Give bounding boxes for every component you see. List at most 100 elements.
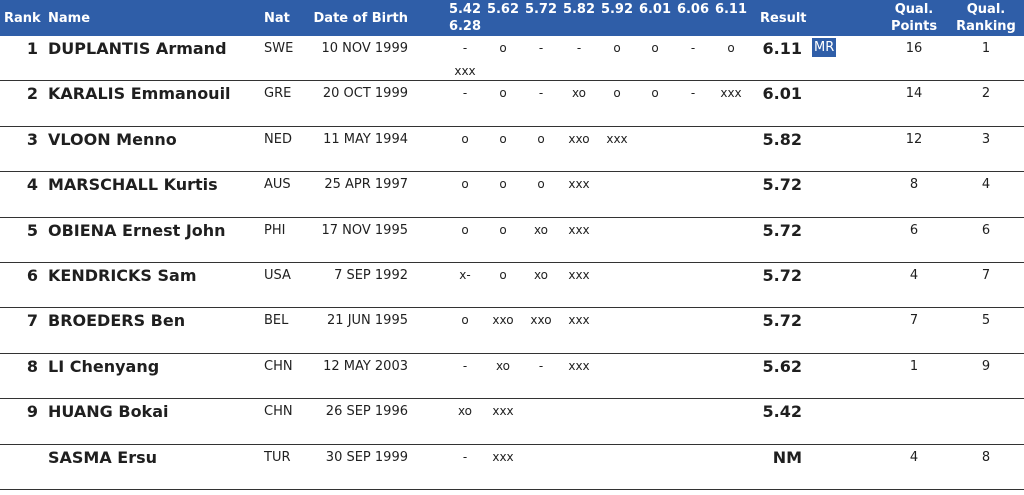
table-row: 5 OBIENA Ernest John PHI 17 NOV 1995 o o xo xxx… bbox=[0, 218, 1024, 263]
attempt-cell: xo bbox=[533, 222, 549, 237]
attempt-cell: xxx bbox=[568, 313, 590, 328]
header-nat: Nat bbox=[264, 11, 290, 26]
table-row: 3 VLOON Menno NED 11 MAY 1994 o o o xxo xxx 5.82 1… bbox=[0, 127, 1024, 173]
attempt-cell-extra: xxx bbox=[454, 64, 476, 78]
attempt-cell: o bbox=[499, 86, 507, 101]
header-height: 6.28 bbox=[448, 19, 482, 34]
attempt-cell: - bbox=[462, 41, 468, 55]
header-rank: Rank bbox=[4, 11, 41, 26]
nationality-cell: CHN bbox=[264, 404, 293, 420]
attempt-cell: xo bbox=[457, 404, 473, 419]
attempt-cell: xo bbox=[495, 358, 511, 373]
result-cell: 5.42 bbox=[762, 402, 802, 422]
nationality-cell: BEL bbox=[264, 313, 289, 329]
date-of-birth-cell: 7 SEP 1992 bbox=[334, 268, 408, 283]
date-of-birth-cell: 30 SEP 1999 bbox=[325, 449, 408, 465]
athlete-name: VLOON Menno bbox=[48, 129, 177, 149]
rank-cell: 7 bbox=[26, 311, 38, 331]
athlete-name: OBIENA Ernest John bbox=[48, 220, 226, 240]
attempt-cell: o bbox=[651, 41, 659, 55]
attempt-cell: o bbox=[461, 177, 469, 192]
result-cell: 6.11 bbox=[762, 39, 802, 58]
attempt-cell: xxo bbox=[492, 313, 514, 328]
attempt-cell: o bbox=[727, 41, 735, 55]
attempt-cell: o bbox=[461, 222, 469, 237]
results-table-header: Rank Name Nat Date of Birth 5.42 5.62 5.… bbox=[0, 0, 1024, 36]
qual-ranking-cell: 8 bbox=[981, 449, 991, 465]
result-cell: 6.01 bbox=[762, 84, 802, 104]
attempt-cell: o bbox=[613, 41, 621, 55]
attempt-cell: xxx bbox=[492, 404, 514, 419]
qual-points-cell: 6 bbox=[909, 222, 919, 238]
date-of-birth-cell: 10 NOV 1999 bbox=[321, 41, 408, 56]
attempt-cell: - bbox=[538, 358, 544, 373]
qual-ranking-cell: 7 bbox=[981, 268, 991, 283]
result-cell: 5.72 bbox=[762, 266, 802, 285]
qual-points-cell: 4 bbox=[909, 449, 919, 465]
qual-points-cell: 16 bbox=[905, 41, 923, 56]
attempt-cell: o bbox=[499, 131, 507, 146]
date-of-birth-cell: 26 SEP 1996 bbox=[325, 404, 408, 420]
header-height: 5.82 bbox=[562, 2, 596, 17]
table-row: SASMA Ersu TUR 30 SEP 1999 - xxx NM 4 8 bbox=[0, 445, 1024, 490]
attempt-cell: - bbox=[462, 86, 468, 101]
attempt-cell: - bbox=[538, 41, 544, 55]
attempt-cell: - bbox=[690, 41, 696, 55]
rank-cell: 3 bbox=[26, 129, 38, 149]
record-badge: MR bbox=[812, 38, 837, 57]
athlete-name: HUANG Bokai bbox=[48, 402, 169, 422]
table-row: 2 KARALIS Emmanouil GRE 20 OCT 1999 - o - xo o o -… bbox=[0, 81, 1024, 127]
nationality-cell: CHN bbox=[264, 358, 293, 374]
attempt-cell: xxx bbox=[606, 131, 628, 146]
rank-cell: 4 bbox=[26, 175, 38, 195]
attempt-cell: o bbox=[499, 41, 507, 55]
result-cell: NM bbox=[772, 447, 802, 467]
header-height: 5.62 bbox=[486, 2, 520, 17]
header-height: 6.01 bbox=[638, 2, 672, 17]
table-row: 8 LI Chenyang CHN 12 MAY 2003 - xo - xxx 5.62 1 9 bbox=[0, 354, 1024, 400]
rank-cell: 6 bbox=[26, 266, 38, 285]
result-cell: 5.72 bbox=[762, 311, 802, 331]
nationality-cell: NED bbox=[264, 131, 292, 147]
attempt-cell: - bbox=[462, 358, 468, 373]
qual-ranking-cell: 2 bbox=[981, 86, 991, 102]
attempt-cell: o bbox=[461, 313, 469, 328]
attempt-cell: xxx bbox=[492, 449, 514, 464]
qual-points-cell: 12 bbox=[905, 131, 923, 147]
qual-points-cell: 1 bbox=[909, 358, 919, 374]
header-qual-points: Qual. bbox=[894, 2, 934, 17]
header-height: 6.06 bbox=[676, 2, 710, 17]
attempt-cell: xxo bbox=[530, 313, 552, 328]
qual-ranking-cell: 6 bbox=[981, 222, 991, 238]
table-row: 4 MARSCHALL Kurtis AUS 25 APR 1997 o o o xxx 5.7… bbox=[0, 172, 1024, 218]
qual-ranking-cell: 5 bbox=[981, 313, 991, 329]
attempt-cell: o bbox=[499, 268, 507, 282]
header-dob: Date of Birth bbox=[313, 11, 408, 26]
header-qual-ranking: Qual. bbox=[966, 2, 1006, 17]
attempt-cell: xo bbox=[571, 86, 587, 101]
athlete-name: BROEDERS Ben bbox=[48, 311, 186, 331]
attempt-cell: o bbox=[499, 177, 507, 192]
attempt-cell: o bbox=[461, 131, 469, 146]
attempt-cell: o bbox=[651, 86, 659, 101]
attempt-cell: o bbox=[499, 222, 507, 237]
attempt-cell: - bbox=[538, 86, 544, 101]
nationality-cell: TUR bbox=[264, 449, 291, 465]
attempt-cell: - bbox=[690, 86, 696, 101]
attempt-cell: xxo bbox=[568, 131, 590, 146]
attempt-cell: o bbox=[613, 86, 621, 101]
header-height: 5.72 bbox=[524, 2, 558, 17]
rank-cell: 8 bbox=[26, 356, 38, 376]
header-qual-ranking: Ranking bbox=[956, 19, 1016, 34]
qual-points-cell: 7 bbox=[909, 313, 919, 329]
attempt-cell: xxx bbox=[568, 268, 590, 282]
header-result: Result bbox=[760, 11, 807, 26]
header-name: Name bbox=[48, 11, 91, 26]
attempt-cell: xxx bbox=[568, 222, 590, 237]
table-row: 9 HUANG Bokai CHN 26 SEP 1996 xo xxx 5.42 bbox=[0, 399, 1024, 445]
table-row: 6 KENDRICKS Sam USA 7 SEP 1992 x-o xo xxx 5.72 4… bbox=[0, 263, 1024, 309]
header-height: 5.42 bbox=[448, 2, 482, 17]
header-qual-points: Points bbox=[890, 19, 938, 34]
result-cell: 5.82 bbox=[762, 129, 802, 149]
attempt-cell: - bbox=[462, 449, 468, 464]
